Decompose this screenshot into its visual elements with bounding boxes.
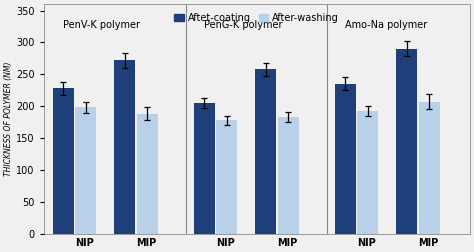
Bar	[357, 111, 378, 234]
Text: PenG-K polymer: PenG-K polymer	[204, 20, 283, 30]
Bar	[335, 84, 356, 234]
Bar	[75, 107, 96, 234]
Bar	[419, 102, 440, 234]
Y-axis label: THICKNESS OF POLYMER (NM): THICKNESS OF POLYMER (NM)	[4, 62, 13, 176]
Bar	[278, 117, 299, 234]
Bar	[255, 69, 276, 234]
Bar	[53, 88, 74, 234]
Legend: Aftet-coating, After-washing: Aftet-coating, After-washing	[171, 9, 343, 27]
Bar	[216, 120, 237, 234]
Text: PenV-K polymer: PenV-K polymer	[63, 20, 140, 30]
Bar	[396, 49, 418, 234]
Text: Amo-Na polymer: Amo-Na polymer	[345, 20, 428, 30]
Bar	[137, 114, 158, 234]
Bar	[114, 60, 136, 234]
Bar	[194, 103, 215, 234]
